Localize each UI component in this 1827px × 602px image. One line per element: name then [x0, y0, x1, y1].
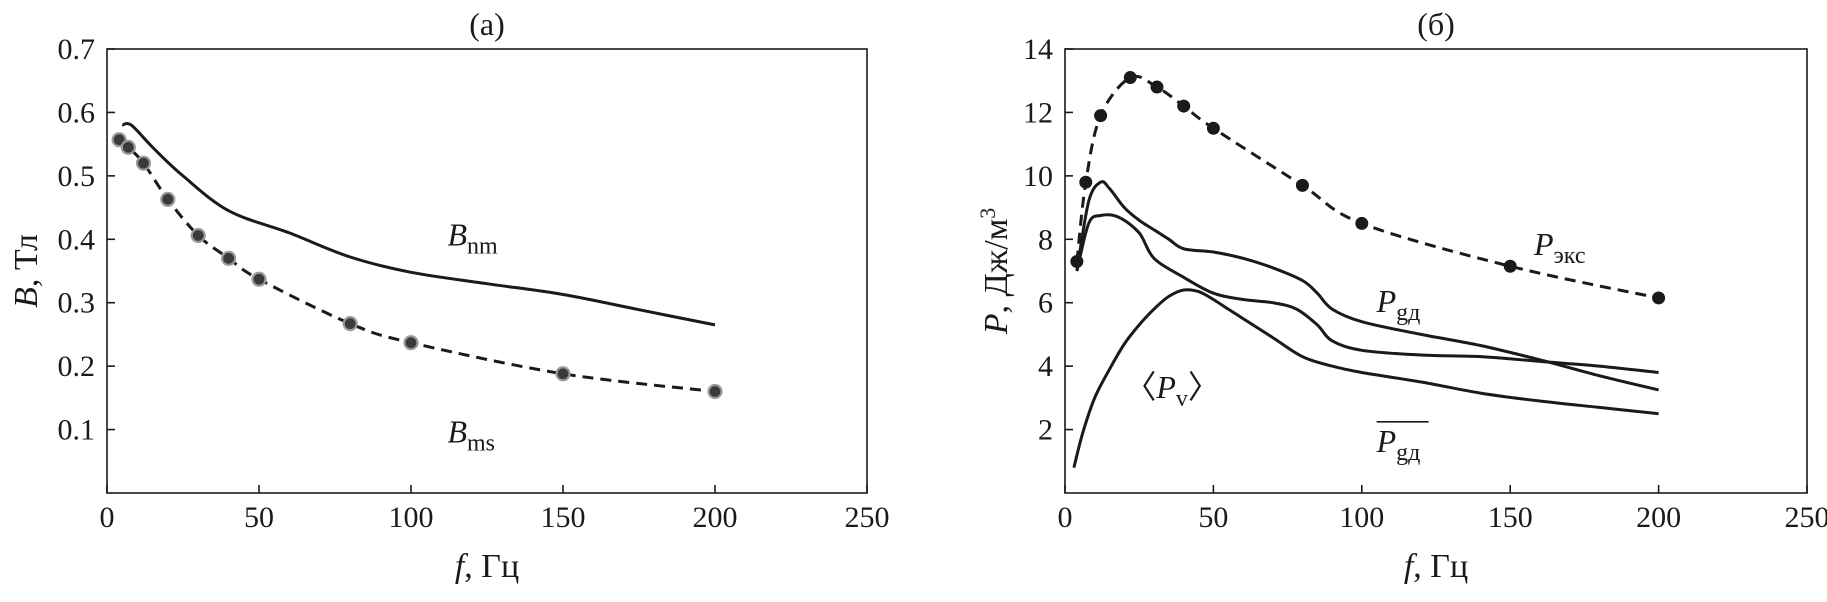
- panel-b-y-tick-label-4: 4: [1038, 350, 1053, 383]
- panel-b-point-P_экс-5: [1177, 99, 1191, 113]
- panel-a-x-tick-label-200: 200: [693, 501, 738, 534]
- panel-b-point-P_экс-10: [1652, 291, 1666, 305]
- panel-a-y-tick-label-0.4: 0.4: [58, 223, 96, 256]
- panel-a-x-tick-label-150: 150: [541, 501, 586, 534]
- panel-b-series-line-P_gд_mean: [1075, 213, 1659, 374]
- panel-a-y-axis-unit: , Тл: [8, 234, 45, 287]
- panel-a-x-tick-label-0: 0: [100, 501, 115, 534]
- panel-a-point-B_ms-1: [120, 139, 136, 155]
- panel-b-x-tick-label-50: 50: [1198, 501, 1228, 534]
- panel-a-point-B_ms-9: [555, 366, 571, 382]
- panel-a-y-tick-label-0.3: 0.3: [58, 287, 96, 320]
- panel-b-series-label-P_экс: Pэкс: [1533, 226, 1586, 269]
- panel-a-frame: [106, 48, 868, 494]
- panel-b-y-tick-label-6: 6: [1038, 287, 1053, 320]
- panel-b: (б) 0 50 100 150 200 250 2 4 6 8 10 12 14 Pэкс Pgд Pg…: [975, 6, 1827, 585]
- panel-b-y-tick-label-12: 12: [1023, 96, 1053, 129]
- panel-a-y-ticks: 0.1 0.2 0.3 0.4 0.5 0.6 0.7: [58, 33, 115, 447]
- panel-b-point-P_экс-7: [1295, 178, 1309, 192]
- panel-a-point-B_ms-7: [342, 316, 358, 332]
- panel-b-series-line-P_экс: [1075, 74, 1659, 300]
- panel-a-series: Bnm Bms: [111, 121, 723, 456]
- panel-b-point-P_экс-4: [1150, 80, 1164, 94]
- panel-b-x-tick-label-150: 150: [1488, 501, 1533, 534]
- panel-b-x-ticks: 0 50 100 150 200 250: [1058, 485, 1827, 534]
- panel-a-x-tick-label-100: 100: [389, 501, 434, 534]
- panel-a-x-axis-label: f, Гц: [455, 548, 519, 585]
- panel-a-series-line-B_nm: [121, 121, 716, 327]
- panel-a-series-line-B_ms: [118, 138, 716, 393]
- panel-b-y-tick-label-8: 8: [1038, 223, 1053, 256]
- panel-b-frame: [1064, 48, 1808, 494]
- panel-a-y-axis-label: B, Тл: [8, 234, 45, 308]
- panel-a-series-label-B_ms: Bms: [447, 413, 495, 456]
- panel-b-series-line-P_gд: [1075, 180, 1659, 392]
- panel-a-x-tick-label-250: 250: [845, 501, 890, 534]
- panel-b-point-P_экс-9: [1503, 259, 1517, 273]
- panel-a-point-B_ms-10: [707, 383, 723, 400]
- panel-b-y-tick-label-2: 2: [1038, 414, 1053, 447]
- panel-b-y-ticks: 2 4 6 8 10 12 14: [1023, 33, 1073, 447]
- panel-b-x-tick-label-100: 100: [1339, 501, 1384, 534]
- panel-b-y-axis-var: P: [978, 313, 1015, 335]
- panel-a-x-tick-label-50: 50: [244, 501, 274, 534]
- panel-a-x-ticks: 0 50 100 150 200 250: [100, 485, 890, 534]
- panel-a-y-tick-label-0.7: 0.7: [58, 33, 96, 66]
- panel-b-series-label-P_v: 〈Pv〉: [1124, 369, 1220, 412]
- panel-b-x-tick-label-200: 200: [1636, 501, 1681, 534]
- panel-b-y-axis-label: P, Дж/м3: [975, 208, 1015, 335]
- panel-a-point-B_ms-2: [135, 155, 152, 171]
- panel-a-y-axis-var: B: [8, 287, 45, 308]
- panel-a-point-B_ms-8: [403, 335, 419, 351]
- panel-b-point-P_экс-8: [1355, 216, 1369, 230]
- panel-b-y-tick-label-14: 14: [1023, 33, 1053, 66]
- panel-a-point-B_ms-3: [160, 191, 176, 207]
- panel-a-y-tick-label-0.1: 0.1: [58, 414, 96, 447]
- panel-b-series: Pэкс Pgд Pgд 〈Pv〉: [1070, 71, 1666, 468]
- panel-b-title: (б): [1417, 6, 1455, 42]
- panel-a-title: (a): [469, 6, 505, 42]
- panel-b-x-axis-label: f, Гц: [1404, 548, 1468, 585]
- panel-a-y-tick-label-0.2: 0.2: [58, 350, 96, 383]
- panel-a-series-label-B_nm: Bnm: [447, 217, 498, 260]
- panel-b-y-tick-label-10: 10: [1023, 160, 1053, 193]
- panel-b-point-P_экс-3: [1123, 71, 1137, 85]
- panel-b-y-axis-sup: 3: [975, 208, 1000, 219]
- panel-b-x-tick-label-250: 250: [1785, 501, 1827, 534]
- panel-b-series-label-P_gд_mean: Pgд: [1376, 423, 1421, 466]
- panel-b-point-P_экс-6: [1206, 121, 1220, 135]
- panel-a-x-axis-unit: , Гц: [464, 548, 519, 585]
- panel-a: (a) 0 50 100 150 200 250 0.10.20.30.40.50.60.…: [8, 6, 890, 585]
- panel-a-point-B_ms-4: [190, 227, 206, 244]
- panel-b-x-tick-label-0: 0: [1058, 501, 1073, 534]
- panel-a-point-B_ms-5: [220, 250, 237, 266]
- panel-a-y-tick-label-0.5: 0.5: [58, 160, 96, 193]
- panel-b-series-label-P_gд: Pgд: [1376, 283, 1421, 326]
- panel-b-point-P_экс-2: [1094, 109, 1108, 123]
- panel-a-y-tick-label-0.6: 0.6: [58, 96, 96, 129]
- panel-a-point-B_ms-6: [251, 271, 267, 287]
- panel-b-x-axis-unit: , Гц: [1413, 548, 1468, 585]
- panel-b-point-P_экс-1: [1079, 175, 1093, 189]
- panel-b-series-line-P_v: [1072, 288, 1659, 468]
- panel-b-y-axis-unit: , Дж/м: [978, 219, 1015, 314]
